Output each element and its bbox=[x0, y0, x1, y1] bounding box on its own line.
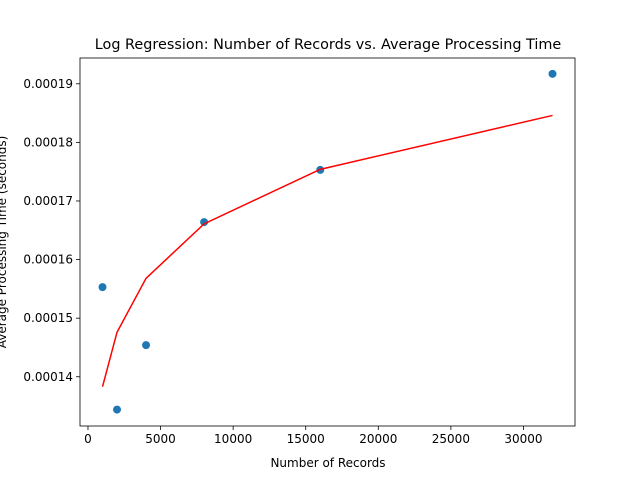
y-tick-label: 0.00017 bbox=[23, 194, 73, 208]
data-point bbox=[200, 218, 209, 227]
y-axis-label: Average Processing Time (seconds) bbox=[0, 136, 9, 349]
x-tick-label: 15000 bbox=[287, 432, 325, 446]
y-tick-label: 0.00018 bbox=[23, 135, 73, 149]
x-tick-label: 10000 bbox=[214, 432, 252, 446]
regression-line bbox=[101, 114, 553, 387]
data-point bbox=[548, 69, 557, 78]
y-tick-label: 0.00015 bbox=[23, 311, 73, 325]
x-tick-label: 5000 bbox=[145, 432, 176, 446]
x-axis-label: Number of Records bbox=[270, 456, 385, 470]
y-tick-label: 0.00014 bbox=[23, 370, 73, 384]
chart-title: Log Regression: Number of Records vs. Av… bbox=[95, 37, 562, 53]
plot-frame bbox=[79, 57, 576, 427]
data-point bbox=[113, 405, 122, 414]
x-tick-label: 0 bbox=[84, 432, 92, 446]
y-tick-label: 0.00019 bbox=[23, 77, 73, 91]
data-point bbox=[142, 341, 151, 350]
x-tick-label: 25000 bbox=[432, 432, 470, 446]
y-tick-label: 0.00016 bbox=[23, 253, 73, 267]
x-tick-label: 20000 bbox=[359, 432, 397, 446]
x-tick-label: 30000 bbox=[504, 432, 542, 446]
data-point bbox=[98, 283, 107, 292]
